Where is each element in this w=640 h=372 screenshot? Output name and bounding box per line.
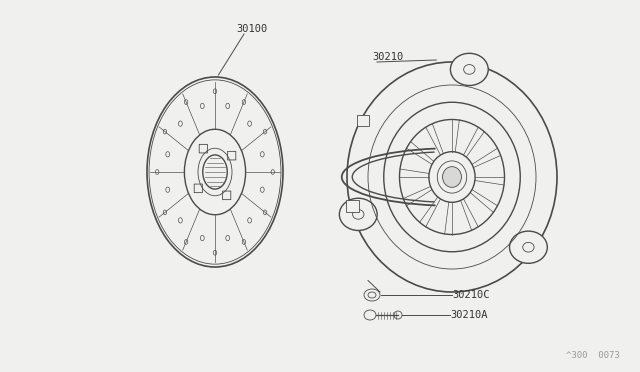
Text: 30210A: 30210A — [450, 310, 488, 320]
Ellipse shape — [147, 77, 283, 267]
Ellipse shape — [347, 62, 557, 292]
Ellipse shape — [509, 231, 547, 263]
Bar — [356, 115, 369, 126]
Text: 30100: 30100 — [236, 24, 268, 34]
Ellipse shape — [442, 167, 461, 187]
Text: 30210: 30210 — [372, 52, 403, 62]
Ellipse shape — [451, 53, 488, 86]
Bar — [346, 201, 359, 212]
Text: 30210C: 30210C — [452, 290, 490, 300]
Ellipse shape — [339, 198, 377, 231]
Text: ^300  0073: ^300 0073 — [566, 351, 620, 360]
